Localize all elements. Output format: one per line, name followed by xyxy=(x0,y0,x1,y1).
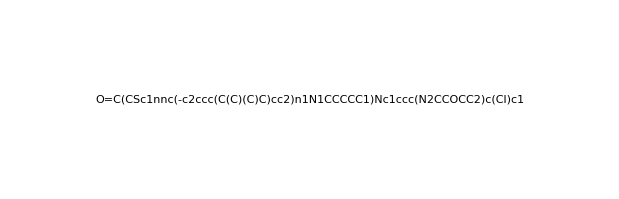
Text: O=C(CSc1nnc(-c2ccc(C(C)(C)C)cc2)n1N1CCCCC1)Nc1ccc(N2CCOCC2)c(Cl)c1: O=C(CSc1nnc(-c2ccc(C(C)(C)C)cc2)n1N1CCCC… xyxy=(95,95,524,104)
